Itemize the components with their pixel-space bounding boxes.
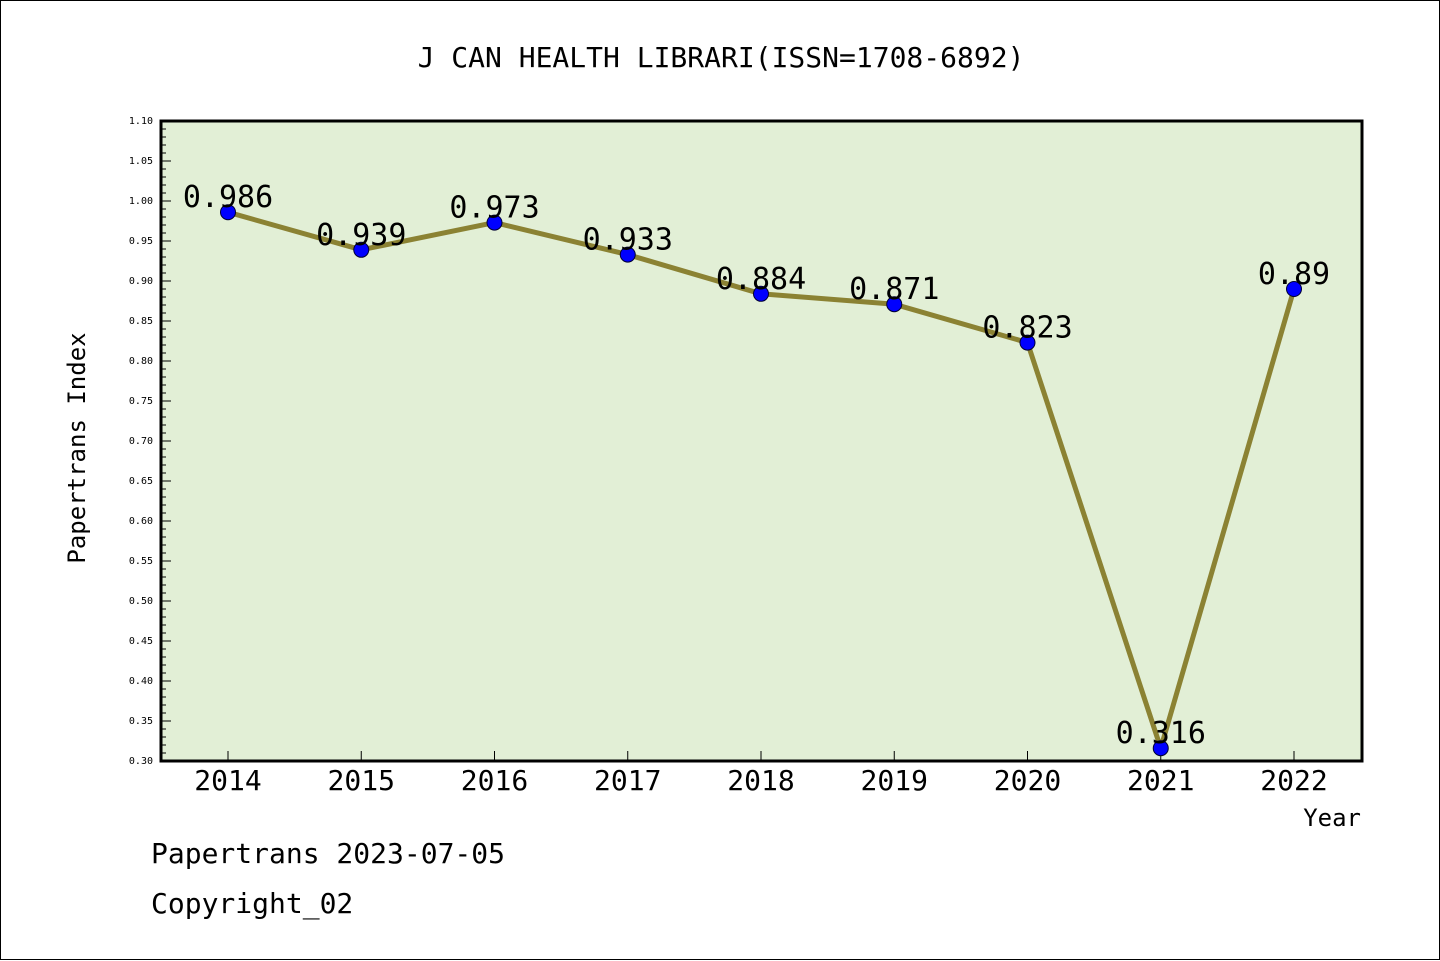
y-tick-label: 0.50 (129, 596, 153, 607)
data-labels: 0.986 0.939 0.973 0.933 0.884 0.871 0.823 0.316… (183, 180, 1330, 751)
data-label: 0.823 (982, 311, 1072, 346)
y-tick-label: 0.90 (129, 276, 153, 287)
y-tick-label: 0.80 (129, 356, 153, 367)
y-tick-label: 1.05 (129, 156, 153, 167)
data-label: 0.89 (1258, 257, 1330, 292)
x-tick-label: 2021 (1127, 764, 1194, 797)
x-axis-ticks: 2014 2015 2016 2017 2018 2019 2020 2021 2022 (194, 751, 1328, 797)
chart-title: J CAN HEALTH LIBRARI(ISSN=1708-6892) (418, 41, 1025, 74)
y-tick-label: 0.35 (129, 716, 153, 727)
y-tick-label: 0.60 (129, 516, 153, 527)
x-tick-label: 2019 (861, 764, 928, 797)
x-tick-label: 2016 (461, 764, 528, 797)
data-label: 0.316 (1116, 716, 1206, 751)
footer-date-text: Papertrans 2023-07-05 (151, 837, 506, 870)
y-tick-label: 1.00 (129, 196, 153, 207)
y-tick-label: 0.30 (129, 756, 153, 767)
data-label: 0.871 (849, 272, 939, 307)
data-point (353, 241, 370, 258)
data-label: 0.986 (183, 180, 273, 215)
plot-area (159, 119, 1364, 763)
y-tick-label: 0.95 (129, 236, 153, 247)
y-tick-label: 0.65 (129, 476, 153, 487)
data-markers (220, 204, 1302, 757)
y-tick-label: 1.10 (129, 116, 153, 127)
data-point (753, 285, 769, 302)
data-point (220, 204, 236, 221)
data-label: 0.884 (716, 262, 806, 297)
footer-copyright-text: Copyright_02 (151, 887, 354, 920)
x-tick-label: 2015 (328, 764, 395, 797)
x-tick-label: 2017 (594, 764, 661, 797)
x-tick-label: 2018 (727, 764, 794, 797)
y-tick-label: 0.85 (129, 316, 153, 327)
data-label: 0.933 (583, 223, 673, 258)
data-label: 0.939 (316, 218, 406, 253)
x-axis-label: Year (1303, 804, 1361, 832)
y-axis-ticks: 0.30 0.35 0.40 0.45 0.50 0.55 0.60 0.65 0.70 0.75… (129, 116, 171, 767)
y-tick-label: 0.45 (129, 636, 153, 647)
data-point (1019, 334, 1036, 351)
data-point (619, 246, 636, 263)
data-point (1286, 281, 1302, 297)
y-tick-label: 0.70 (129, 436, 153, 447)
data-point (886, 296, 903, 313)
data-point (486, 214, 503, 231)
y-tick-label: 0.55 (129, 556, 153, 567)
x-tick-label: 2022 (1260, 764, 1327, 797)
data-point (1152, 740, 1169, 757)
x-tick-label: 2014 (194, 764, 261, 797)
y-tick-label: 0.40 (129, 676, 153, 687)
data-label: 0.973 (449, 191, 539, 226)
y-axis-label: Papertrans Index (63, 332, 91, 563)
y-tick-label: 0.75 (129, 396, 153, 407)
x-tick-label: 2020 (994, 764, 1061, 797)
